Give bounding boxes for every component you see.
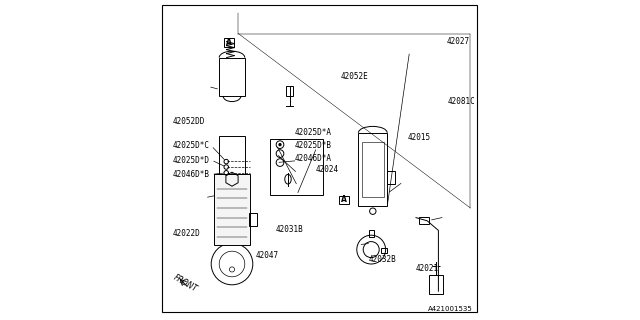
Text: 42025D*A: 42025D*A bbox=[295, 128, 332, 137]
Bar bbox=[219, 136, 244, 174]
Text: 42031B: 42031B bbox=[276, 225, 303, 234]
FancyBboxPatch shape bbox=[224, 38, 234, 47]
Text: 42046D*B: 42046D*B bbox=[172, 170, 209, 179]
Circle shape bbox=[279, 144, 281, 146]
Bar bbox=[270, 139, 323, 195]
Text: 42032B: 42032B bbox=[369, 255, 396, 264]
Text: 42022D: 42022D bbox=[173, 229, 200, 238]
Text: 42052DD: 42052DD bbox=[173, 117, 205, 126]
Bar bbox=[358, 133, 387, 206]
Text: 42047: 42047 bbox=[256, 252, 279, 260]
Text: A421001535: A421001535 bbox=[428, 306, 473, 312]
Bar bbox=[369, 230, 374, 237]
Text: 42025D*D: 42025D*D bbox=[172, 156, 209, 164]
Text: 42081C: 42081C bbox=[447, 97, 475, 106]
Bar bbox=[214, 174, 250, 245]
Bar bbox=[285, 86, 293, 96]
Text: 42052E: 42052E bbox=[340, 72, 369, 81]
Text: 42024: 42024 bbox=[316, 165, 339, 174]
Text: 42025D*B: 42025D*B bbox=[295, 141, 332, 150]
Text: 42025D*C: 42025D*C bbox=[172, 141, 209, 150]
Text: 42027: 42027 bbox=[447, 37, 470, 46]
Text: A: A bbox=[340, 195, 347, 204]
Text: 42015: 42015 bbox=[408, 133, 431, 142]
FancyBboxPatch shape bbox=[339, 196, 349, 204]
Bar bbox=[249, 213, 257, 226]
Bar bbox=[219, 58, 244, 96]
Text: 42046D*A: 42046D*A bbox=[295, 154, 332, 163]
Bar bbox=[429, 275, 444, 294]
Text: FRONT: FRONT bbox=[172, 273, 199, 294]
Bar bbox=[419, 217, 429, 224]
Bar bbox=[362, 142, 384, 197]
Bar bbox=[227, 238, 237, 244]
Bar bbox=[381, 248, 387, 253]
Bar bbox=[387, 171, 396, 184]
Text: A: A bbox=[226, 38, 232, 47]
Text: 42021: 42021 bbox=[416, 264, 439, 273]
